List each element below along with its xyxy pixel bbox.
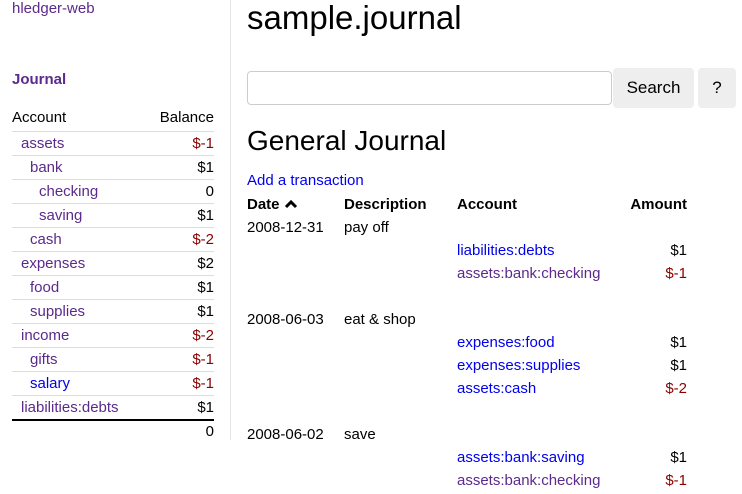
account-row: income $-2 [12, 323, 214, 347]
account-row: cash $-2 [12, 227, 214, 251]
add-transaction-link[interactable]: Add a transaction [247, 172, 364, 189]
account-link[interactable]: expenses [21, 255, 86, 272]
transaction-row: 2008-12-31 pay off [247, 218, 687, 241]
brand-link[interactable]: hledger-web [12, 0, 95, 17]
transaction-date: 2008-06-03 [247, 311, 324, 328]
transaction-description: pay off [344, 219, 389, 236]
account-link[interactable]: assets [21, 135, 65, 152]
account-row: supplies $1 [12, 299, 214, 323]
account-row: saving $1 [12, 203, 214, 227]
posting-row: assets:bank:checking $-1 [247, 264, 687, 287]
account-row: bank $1 [12, 155, 214, 179]
posting-row: expenses:supplies $1 [247, 356, 687, 379]
account-row: gifts $-1 [12, 347, 214, 371]
transaction-date: 2008-12-31 [247, 219, 324, 236]
page-title: sample.journal [247, 0, 462, 36]
account-link[interactable]: saving [39, 207, 83, 224]
account-link[interactable]: income [21, 327, 70, 344]
account-link[interactable]: gifts [30, 351, 58, 368]
posting-account-link[interactable]: assets:bank:checking [457, 265, 601, 282]
posting-amount: $1 [670, 242, 687, 259]
account-row: assets $-1 [12, 131, 214, 155]
posting-account-link[interactable]: assets:cash [457, 380, 537, 397]
account-balance: $-2 [192, 327, 214, 344]
transaction-description: eat & shop [344, 311, 416, 328]
posting-row: expenses:food $1 [247, 333, 687, 356]
account-balance: 0 [205, 183, 214, 200]
journal-header: Date Description Account Amount [247, 195, 687, 218]
posting-account-link[interactable]: expenses:food [457, 334, 555, 351]
posting-row: liabilities:debts $1 [247, 241, 687, 264]
account-balance: $1 [197, 207, 214, 224]
journal-table: Date Description Account Amount 2008-12-… [247, 195, 687, 494]
account-row: liabilities:debts $1 [12, 395, 214, 419]
posting-row: assets:cash $-2 [247, 379, 687, 402]
account-link[interactable]: liabilities:debts [21, 399, 119, 416]
posting-account-link[interactable]: liabilities:debts [457, 242, 555, 259]
posting-account-link[interactable]: assets:bank:saving [457, 449, 585, 466]
transaction-date: 2008-06-02 [247, 426, 324, 443]
posting-account-link[interactable]: expenses:supplies [457, 357, 581, 374]
posting-amount: $-2 [665, 380, 687, 397]
search-input[interactable] [247, 71, 612, 105]
account-balance: $1 [197, 279, 214, 296]
account-link[interactable]: cash [30, 231, 62, 248]
account-link[interactable]: checking [39, 183, 99, 200]
journal-link[interactable]: Journal [12, 71, 67, 88]
posting-row: assets:bank:saving $1 [247, 448, 687, 471]
journal-heading: General Journal [247, 125, 447, 156]
transaction-row: 2008-06-02 save [247, 425, 687, 448]
account-link[interactable]: supplies [30, 303, 86, 320]
account-balance: $1 [197, 159, 214, 176]
account-balance: $-1 [192, 375, 214, 392]
account-balance: $-1 [192, 351, 214, 368]
account-link[interactable]: salary [30, 375, 71, 392]
description-column-header: Description [344, 196, 427, 213]
account-balance: $1 [197, 399, 214, 416]
account-balance: $-2 [192, 231, 214, 248]
accounts-header: Account Balance [12, 108, 214, 131]
posting-amount: $1 [670, 449, 687, 466]
date-column-header[interactable]: Date [247, 195, 298, 214]
account-balance: $2 [197, 255, 214, 272]
chevron-up-icon [284, 199, 297, 209]
balance-column-header: Balance [159, 109, 214, 126]
account-row: food $1 [12, 275, 214, 299]
amount-column-header: Amount [630, 196, 687, 213]
account-link[interactable]: bank [30, 159, 63, 176]
account-column-header: Account [12, 109, 67, 126]
account-row: salary $-1 [12, 371, 214, 395]
posting-amount: $1 [670, 357, 687, 374]
posting-amount: $-1 [665, 265, 687, 282]
accounts-table: Account Balance assets $-1 bank $1 checking 0… [12, 108, 214, 441]
account-row: expenses $2 [12, 251, 214, 275]
transaction-description: save [344, 426, 376, 443]
posting-amount: $1 [670, 334, 687, 351]
posting-row: assets:bank:checking $-1 [247, 471, 687, 494]
account-link[interactable]: food [30, 279, 60, 296]
accounts-total: 0 [12, 419, 214, 441]
account-column-header: Account [457, 196, 517, 213]
transaction-row: 2008-06-03 eat & shop [247, 310, 687, 333]
account-balance: $1 [197, 303, 214, 320]
search-button[interactable]: Search [613, 68, 694, 108]
help-button[interactable]: ? [698, 68, 736, 108]
sidebar: hledger-web Journal Account Balance asse… [0, 0, 231, 440]
date-header-label: Date [247, 196, 280, 213]
account-balance: $-1 [192, 135, 214, 152]
account-row: checking 0 [12, 179, 214, 203]
